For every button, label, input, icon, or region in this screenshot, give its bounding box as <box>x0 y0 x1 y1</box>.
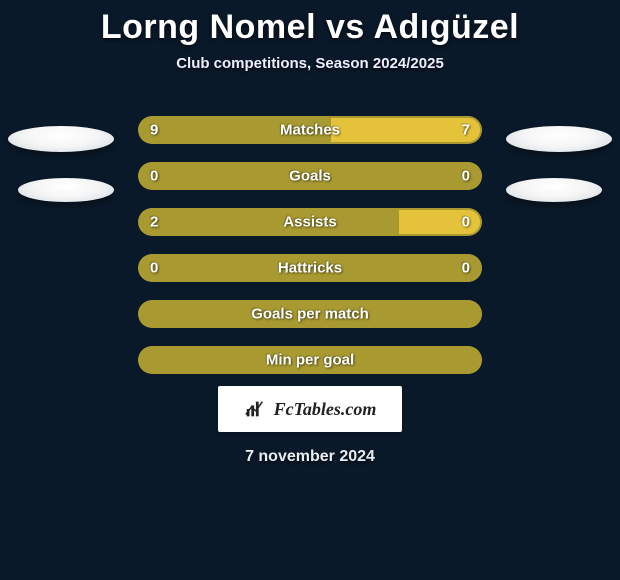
page-title: Lorng Nomel vs Adıgüzel <box>101 8 519 47</box>
stat-rows: Matches97Goals00Assists20Hattricks00Goal… <box>0 116 620 374</box>
container: Lorng Nomel vs Adıgüzel Club competition… <box>0 0 620 580</box>
stat-label: Goals <box>289 168 331 185</box>
stat-bar-left-fill <box>138 208 399 236</box>
stat-bar: Min per goal <box>138 346 482 374</box>
stat-row: Goals per match <box>0 300 620 328</box>
stat-label: Matches <box>280 122 340 139</box>
stat-row: Hattricks 0 0 <box>0 254 620 282</box>
stat-value-left: 0 <box>150 260 158 277</box>
stat-bar: Assists 2 0 <box>138 208 482 236</box>
stat-label: Goals per match <box>251 306 369 323</box>
stat-label: Assists <box>283 214 336 231</box>
stat-value-left: 2 <box>150 214 158 231</box>
stat-bar: Hattricks 0 0 <box>138 254 482 282</box>
stat-value-right: 7 <box>462 122 470 139</box>
footer-date: 7 november 2024 <box>245 448 375 466</box>
stat-value-left: 9 <box>150 122 158 139</box>
stat-value-right: 0 <box>462 168 470 185</box>
stat-row: Min per goal <box>0 346 620 374</box>
stat-bar: Matches 9 7 <box>138 116 482 144</box>
stat-row: Assists 2 0 <box>0 208 620 236</box>
stat-value-right: 0 <box>462 214 470 231</box>
stat-label: Min per goal <box>266 352 354 369</box>
stat-bar: Goals per match <box>138 300 482 328</box>
watermark-text: FcTables.com <box>274 399 377 420</box>
stat-label: Hattricks <box>278 260 342 277</box>
watermark-badge: FcTables.com <box>218 386 403 432</box>
stat-bar: Goals 0 0 <box>138 162 482 190</box>
stat-value-left: 0 <box>150 168 158 185</box>
stat-bar-right-fill <box>331 116 482 144</box>
stat-row: Goals 0 0 <box>0 162 620 190</box>
subtitle: Club competitions, Season 2024/2025 <box>176 55 444 72</box>
chart-icon <box>244 398 266 420</box>
stat-row: Matches 9 7 <box>0 116 620 144</box>
stat-value-right: 0 <box>462 260 470 277</box>
